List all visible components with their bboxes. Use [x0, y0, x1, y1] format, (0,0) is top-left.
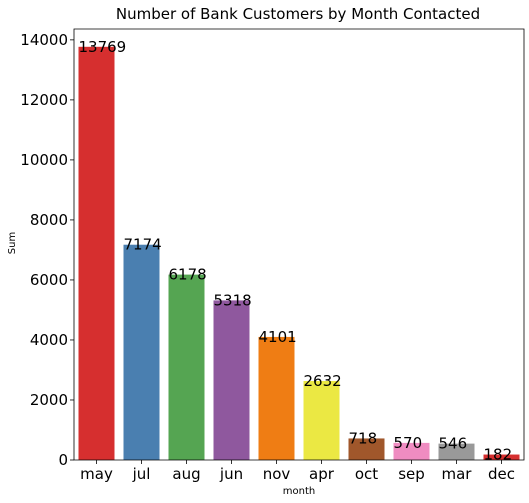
bar-mar: [438, 443, 475, 460]
bars-group: [78, 46, 520, 461]
plot-frame: [73, 28, 525, 461]
bar-nov: [258, 336, 295, 460]
y-tick-label: 2000: [30, 391, 68, 409]
x-tick-label: apr: [309, 465, 335, 483]
bar-aug: [168, 274, 205, 460]
x-axis-label: month: [283, 486, 315, 497]
y-tick-label: 6000: [30, 271, 68, 289]
data-label-jul: 7174: [124, 236, 162, 254]
y-tick-label: 12000: [20, 91, 68, 109]
data-label-mar: 546: [439, 435, 468, 453]
x-tick-label: sep: [398, 465, 425, 483]
bar-jun: [213, 300, 250, 460]
chart-title: Number of Bank Customers by Month Contac…: [116, 5, 480, 23]
y-tick-label: 14000: [20, 31, 68, 49]
x-tick-label: nov: [263, 465, 291, 483]
bar-jul: [123, 244, 160, 460]
x-tick-label: dec: [488, 465, 515, 483]
data-labels-group: 13769 7174 6178 5318 4101 2632 718 570 546 182: [79, 38, 513, 464]
data-label-nov: 4101: [259, 328, 297, 346]
x-tick-label: jun: [219, 465, 243, 483]
bar-may: [78, 46, 115, 461]
bar-oct: [348, 438, 385, 460]
data-label-sep: 570: [394, 434, 423, 452]
bar-dec: [483, 454, 520, 460]
y-tick-label: 8000: [30, 211, 68, 229]
y-tick-label: 10000: [20, 151, 68, 169]
x-tick-label: jul: [132, 465, 151, 483]
bar-sep: [393, 442, 430, 460]
data-label-dec: 182: [484, 446, 513, 464]
bar-apr: [303, 381, 340, 460]
data-label-apr: 2632: [304, 372, 342, 390]
x-tick-label: oct: [355, 465, 378, 483]
y-axis-ticks: 0 2000 4000 6000 8000 10000 12000 14000: [20, 31, 74, 469]
x-axis-ticks: may jul aug jun nov apr oct sep mar dec: [80, 460, 515, 483]
x-tick-label: may: [80, 465, 113, 483]
x-tick-label: mar: [442, 465, 473, 483]
data-label-oct: 718: [349, 429, 378, 447]
data-label-aug: 6178: [169, 266, 207, 284]
y-tick-label: 0: [58, 451, 68, 469]
data-label-jun: 5318: [214, 291, 252, 309]
x-tick-label: aug: [172, 465, 200, 483]
y-tick-label: 4000: [30, 331, 68, 349]
data-label-may: 13769: [79, 38, 127, 56]
y-axis-label: Sum: [7, 232, 18, 254]
